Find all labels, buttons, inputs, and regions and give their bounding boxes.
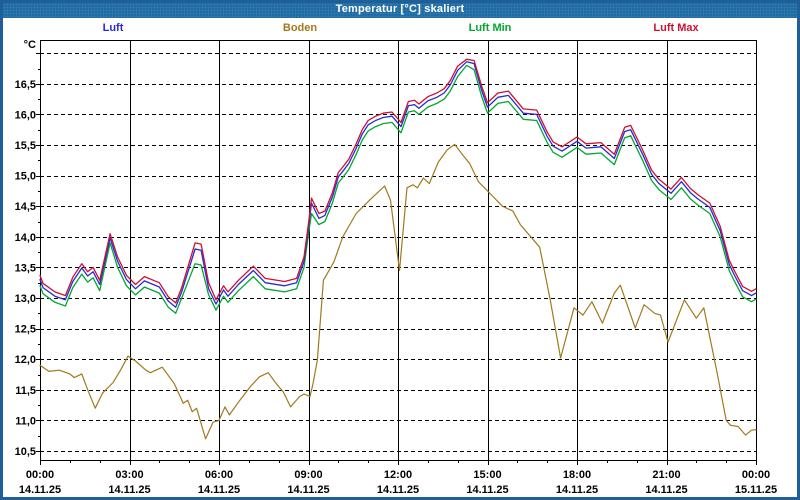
axis-ticks	[36, 53, 757, 465]
x-tick-date-label: 14.11.25	[377, 484, 419, 496]
gridlines	[40, 40, 757, 461]
legend-item-luft-max: Luft Max	[653, 22, 699, 34]
series-line-boden	[39, 143, 757, 440]
x-tick-time-label: 21:00	[652, 469, 680, 481]
legend-item-boden: Boden	[282, 22, 318, 34]
y-tick-label: 10,5	[15, 446, 36, 458]
axis-labels: 16,5 16,0 15,5 15,0 14,5 14,0 13,5 13,0 12,5 12,0…	[15, 39, 778, 496]
y-tick-label: 14,5	[15, 201, 36, 213]
y-tick-label: 12,5	[15, 324, 36, 336]
x-tick-date-label: 14.11.25	[287, 484, 329, 496]
x-tick-time-label: 06:00	[205, 469, 233, 481]
x-tick-time-label: 12:00	[384, 469, 412, 481]
series-line-luft-max	[39, 58, 757, 304]
y-tick-label: 13,5	[15, 262, 36, 274]
y-tick-label: 14,0	[15, 232, 36, 244]
chart-legend: Luft Boden Luft Min Luft Max	[0, 18, 800, 40]
x-tick-date-label: 14.11.25	[198, 484, 240, 496]
x-tick-date-label: 14.11.25	[645, 484, 687, 496]
y-tick-label: 11,0	[15, 415, 36, 427]
x-tick-date-label: 14.11.25	[556, 484, 598, 496]
x-tick-date-label: 15.11.25	[735, 484, 777, 496]
x-tick-time-label: 00:00	[742, 469, 770, 481]
legend-item-luft-min: Luft Min	[468, 22, 512, 34]
y-tick-label: 16,0	[15, 109, 36, 121]
x-tick-time-label: 15:00	[473, 469, 501, 481]
series-line-luft	[39, 61, 757, 308]
y-tick-label: 12,0	[15, 354, 36, 366]
y-tick-label: 11,5	[15, 385, 36, 397]
y-tick-label: 15,0	[15, 171, 36, 183]
y-tick-label: 15,5	[15, 140, 36, 152]
window-title: Temperatur [°C] skaliert	[335, 3, 465, 15]
y-tick-label: 13,0	[15, 293, 36, 305]
x-tick-time-label: 18:00	[563, 469, 591, 481]
series-lines	[39, 58, 757, 440]
series-line-luft-min	[39, 64, 757, 314]
y-axis-unit-label: °C	[24, 39, 36, 51]
x-tick-date-label: 14.11.25	[466, 484, 508, 496]
x-tick-time-label: 00:00	[26, 469, 54, 481]
x-tick-time-label: 09:00	[294, 469, 322, 481]
x-tick-date-label: 14.11.25	[108, 484, 150, 496]
window-titlebar: Temperatur [°C] skaliert	[0, 0, 800, 18]
legend-item-luft: Luft	[102, 22, 124, 34]
x-tick-time-label: 03:00	[115, 469, 143, 481]
y-tick-label: 16,5	[15, 79, 36, 91]
x-tick-date-label: 14.11.25	[19, 484, 61, 496]
